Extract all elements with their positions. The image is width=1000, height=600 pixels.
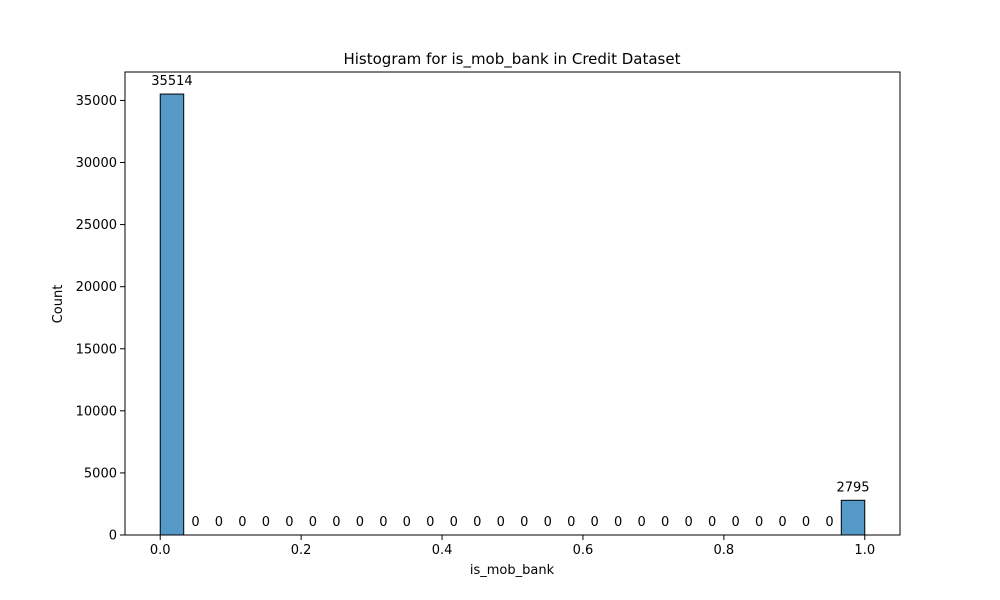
bar-value-label: 2795 [836,480,869,495]
x-tick-label: 1.0 [854,543,875,558]
bar-value-label: 0 [614,515,622,530]
y-tick-label: 35000 [76,94,117,109]
bar-value-label: 0 [591,515,599,530]
x-tick-label: 0.6 [573,543,594,558]
y-axis-label: Count [51,285,66,324]
x-tick-label: 0.0 [150,543,171,558]
bar-value-label: 0 [403,515,411,530]
bar-value-label: 35514 [151,74,192,89]
y-tick-label: 20000 [76,280,117,295]
bar-value-label: 0 [332,515,340,530]
bar-value-label: 0 [379,515,387,530]
y-tick-label: 5000 [84,466,117,481]
histogram-bar [840,499,866,536]
bar-value-label: 0 [309,515,317,530]
x-axis-label: is_mob_bank [470,563,555,578]
bars-layer [159,93,866,536]
y-tick-label: 10000 [76,404,117,419]
bar-value-label: 0 [238,515,246,530]
bar-value-label: 0 [426,515,434,530]
bar-value-label: 0 [802,515,810,530]
x-tick-label: 0.2 [291,543,312,558]
histogram-bar [159,93,185,536]
bar-value-label: 0 [497,515,505,530]
x-tick-label: 0.8 [714,543,735,558]
bar-value-label: 0 [567,515,575,530]
y-tick-label: 30000 [76,156,117,171]
chart-title: Histogram for is_mob_bank in Credit Data… [343,50,680,69]
bar-value-label: 0 [638,515,646,530]
bar-value-label: 0 [191,515,199,530]
bar-value-label: 0 [708,515,716,530]
bar-value-label: 0 [215,515,223,530]
bar-value-label: 0 [731,515,739,530]
y-tick-label: 25000 [76,218,117,233]
bar-value-label: 0 [661,515,669,530]
plot-frame [124,71,901,536]
x-axis: 0.0 0.2 0.4 0.6 0.8 1.0 [150,535,875,558]
bar-value-label: 0 [473,515,481,530]
bar-value-label: 0 [684,515,692,530]
bar-value-label: 0 [356,515,364,530]
bar-value-label: 0 [755,515,763,530]
bar-value-label: 0 [450,515,458,530]
y-axis: 0 5000 10000 15000 20000 25000 30000 35000 [76,94,125,544]
bar-value-label: 0 [262,515,270,530]
y-tick-label: 0 [109,529,117,544]
x-tick-label: 0.4 [432,543,453,558]
bar-value-label: 0 [778,515,786,530]
bar-value-label: 0 [825,515,833,530]
bar-value-label: 0 [285,515,293,530]
bar-value-label: 0 [544,515,552,530]
bar-value-label: 0 [520,515,528,530]
y-tick-label: 15000 [76,342,117,357]
